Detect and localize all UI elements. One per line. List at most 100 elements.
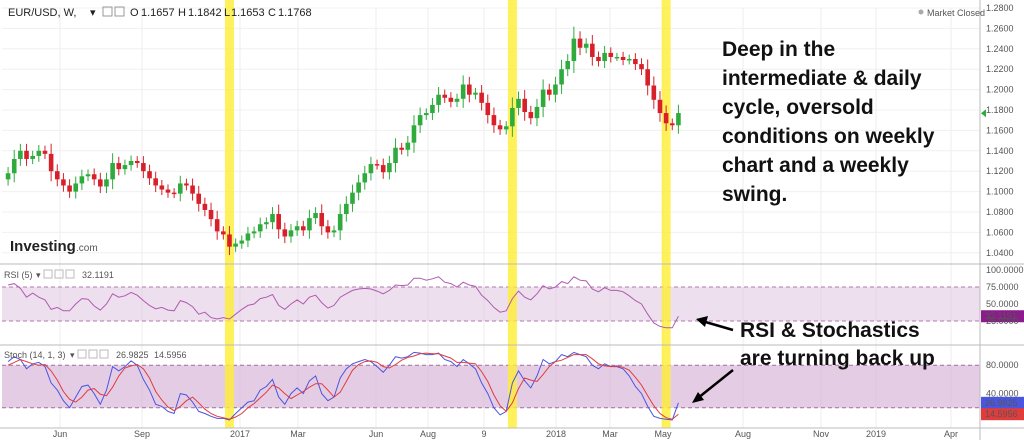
candle[interactable] <box>11 158 17 174</box>
candle[interactable] <box>516 98 521 108</box>
candle[interactable] <box>448 97 454 102</box>
candle[interactable] <box>436 94 441 105</box>
candle[interactable] <box>590 43 595 57</box>
candle[interactable] <box>633 59 638 65</box>
candle[interactable] <box>122 165 128 170</box>
stoch-d-line[interactable] <box>7 352 679 420</box>
candle[interactable] <box>153 178 158 186</box>
stoch-title[interactable]: Stoch (14, 1, 3) <box>4 350 66 360</box>
candle[interactable] <box>442 94 448 98</box>
candle[interactable] <box>147 171 152 179</box>
candle[interactable] <box>313 213 318 219</box>
eye-icon[interactable] <box>43 269 53 279</box>
stoch-k-line[interactable] <box>7 351 679 421</box>
candle[interactable] <box>614 56 620 59</box>
candle[interactable] <box>18 150 23 159</box>
candle[interactable] <box>79 176 85 184</box>
chevron-down-icon[interactable]: ▾ <box>36 270 41 280</box>
candle[interactable] <box>294 226 300 231</box>
candle[interactable] <box>368 164 374 174</box>
candle[interactable] <box>626 59 632 61</box>
candle[interactable] <box>128 161 134 166</box>
candle[interactable] <box>24 150 29 159</box>
candle[interactable] <box>423 113 429 116</box>
candle[interactable] <box>110 163 115 180</box>
candle[interactable] <box>454 98 460 102</box>
rsi-line[interactable] <box>7 276 679 329</box>
settings-icon[interactable] <box>54 269 64 279</box>
candle[interactable] <box>387 163 392 173</box>
candle[interactable] <box>325 226 331 233</box>
candle[interactable] <box>546 89 552 95</box>
candle[interactable] <box>245 233 251 241</box>
candle[interactable] <box>460 84 466 99</box>
candle[interactable] <box>251 231 257 234</box>
candle[interactable] <box>159 185 165 190</box>
candle[interactable] <box>141 163 146 172</box>
candle[interactable] <box>510 107 515 127</box>
candle[interactable] <box>583 43 589 48</box>
candle[interactable] <box>522 98 527 113</box>
candle[interactable] <box>61 179 66 186</box>
candle[interactable] <box>571 38 577 62</box>
candle[interactable] <box>165 189 171 193</box>
candle[interactable] <box>374 164 380 166</box>
candle[interactable] <box>36 150 42 156</box>
chevron-down-icon[interactable]: ▾ <box>70 350 75 360</box>
candle[interactable] <box>300 226 306 231</box>
candle[interactable] <box>596 56 601 62</box>
candle[interactable] <box>184 183 189 186</box>
candle[interactable] <box>67 185 72 192</box>
candle[interactable] <box>602 52 607 62</box>
candle[interactable] <box>467 84 472 95</box>
candle[interactable] <box>411 125 417 143</box>
candle[interactable] <box>669 123 675 126</box>
symbol-label[interactable]: EUR/USD, W, <box>8 7 76 19</box>
candle[interactable] <box>553 84 558 95</box>
chevron-down-icon[interactable]: ▾ <box>90 7 96 19</box>
candle[interactable] <box>565 61 571 70</box>
candle[interactable] <box>405 142 411 150</box>
candle[interactable] <box>393 147 398 164</box>
candle[interactable] <box>276 214 281 230</box>
candle[interactable] <box>645 69 650 86</box>
candle[interactable] <box>233 243 238 247</box>
candle[interactable] <box>239 240 245 244</box>
close-icon[interactable] <box>114 6 125 17</box>
candle[interactable] <box>288 230 294 237</box>
candle[interactable] <box>104 179 109 187</box>
candle[interactable] <box>5 173 11 180</box>
candle[interactable] <box>540 89 546 107</box>
candle[interactable] <box>282 229 288 237</box>
close-icon[interactable] <box>99 349 109 359</box>
settings-icon[interactable] <box>88 349 98 359</box>
close-icon[interactable] <box>65 269 75 279</box>
candle[interactable] <box>528 112 534 119</box>
candle[interactable] <box>116 163 122 170</box>
settings-icon[interactable] <box>102 6 113 17</box>
candle[interactable] <box>356 182 361 193</box>
candle[interactable] <box>350 192 355 204</box>
candle[interactable] <box>221 231 226 235</box>
rsi-pane[interactable]: 32.1191 <box>7 276 1024 329</box>
candle[interactable] <box>177 183 183 194</box>
candle[interactable] <box>270 214 275 223</box>
candle[interactable] <box>399 147 404 150</box>
candle[interactable] <box>639 64 644 70</box>
candle[interactable] <box>85 174 91 177</box>
candle[interactable] <box>307 218 312 231</box>
candle[interactable] <box>319 213 325 227</box>
candle[interactable] <box>577 38 583 48</box>
candle[interactable] <box>98 179 103 187</box>
candle[interactable] <box>559 69 564 85</box>
candle[interactable] <box>196 193 202 204</box>
candle[interactable] <box>479 92 484 103</box>
candle[interactable] <box>54 171 60 180</box>
eye-icon[interactable] <box>77 349 87 359</box>
candle[interactable] <box>214 219 220 232</box>
candle[interactable] <box>485 102 491 116</box>
candle[interactable] <box>620 56 626 61</box>
candle[interactable] <box>380 165 386 173</box>
